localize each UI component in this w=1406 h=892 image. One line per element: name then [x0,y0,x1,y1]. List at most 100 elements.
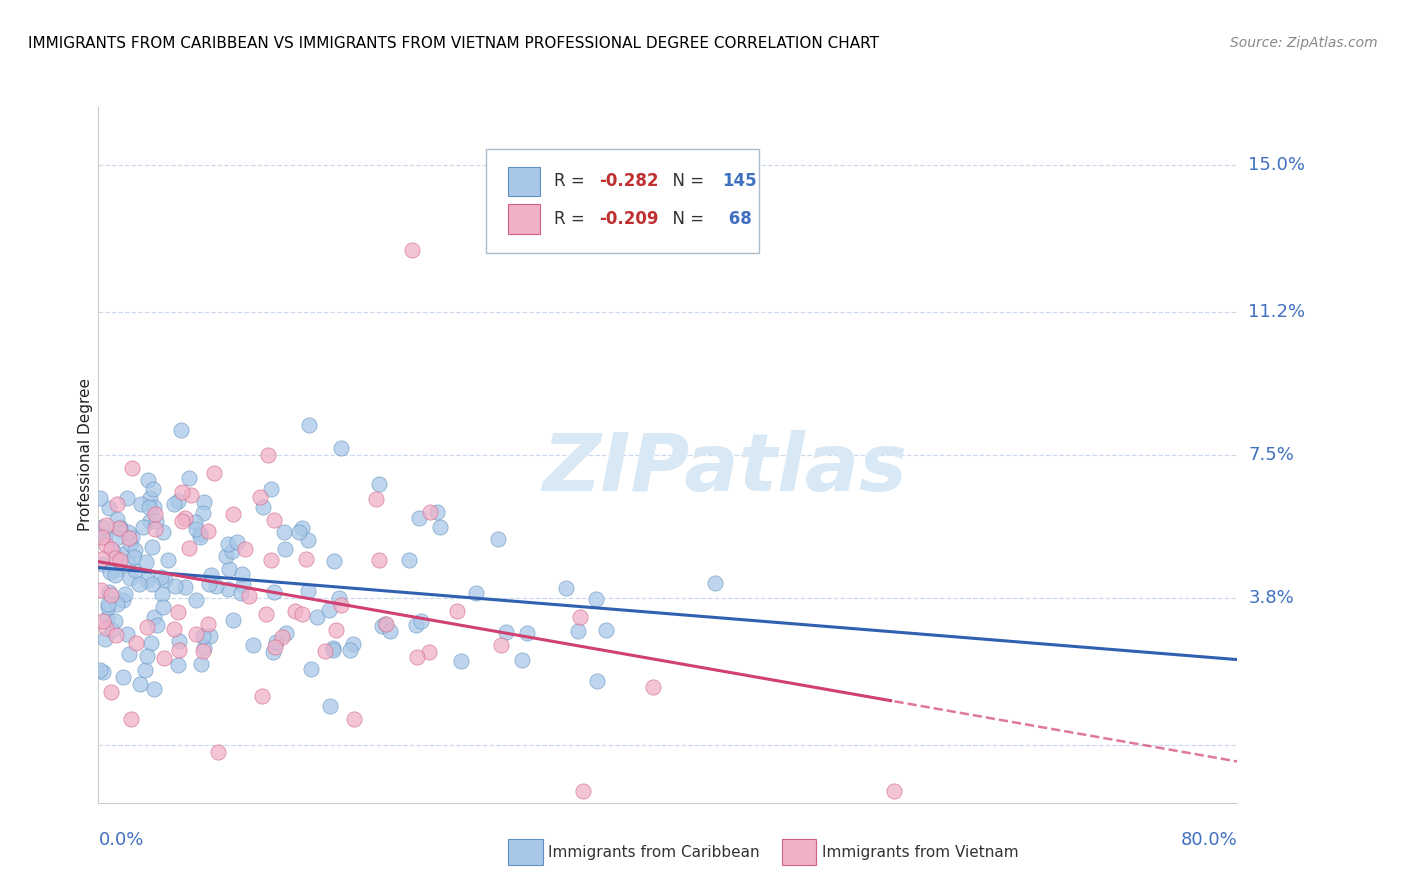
Point [157,553,180,567]
Point [218,561,240,575]
Point [339,642,361,657]
Point [319,698,342,713]
Point [318,603,340,617]
Point [328,591,350,605]
Point [252,500,274,514]
Text: 11.2%: 11.2% [1249,303,1306,321]
Point [138,500,160,514]
Point [91,519,114,533]
Point [643,680,665,694]
Point [150,586,173,600]
Point [380,624,402,639]
Point [295,552,318,566]
FancyBboxPatch shape [509,839,543,865]
Point [112,670,135,684]
Point [162,497,184,511]
Point [231,567,253,582]
Point [191,629,214,643]
Point [141,540,163,554]
Text: R =: R = [554,172,591,191]
Point [141,635,163,649]
Point [883,784,905,798]
Point [94,528,117,542]
Point [105,597,128,611]
Point [91,557,114,571]
Point [111,547,134,561]
Point [90,530,112,544]
Point [274,626,297,640]
Point [108,521,131,535]
Point [150,570,173,584]
Point [554,581,576,595]
Point [166,658,188,673]
Point [114,587,136,601]
Point [193,495,215,509]
Point [202,466,225,480]
Point [155,573,177,587]
Point [143,610,166,624]
Point [314,644,336,658]
Point [174,511,197,525]
Point [207,745,229,759]
Point [242,638,264,652]
Point [249,490,271,504]
Point [198,629,221,643]
Point [273,525,295,540]
Point [450,654,472,668]
Point [408,511,430,525]
Text: Immigrants from Vietnam: Immigrants from Vietnam [821,845,1018,860]
Point [118,571,141,585]
Point [250,689,273,703]
Point [401,243,423,257]
FancyBboxPatch shape [509,204,540,234]
FancyBboxPatch shape [485,149,759,253]
Point [262,644,284,658]
Point [595,623,617,637]
Point [398,553,420,567]
Point [322,643,344,657]
FancyBboxPatch shape [509,167,540,196]
Point [165,579,187,593]
Point [193,640,215,655]
Point [330,441,353,455]
Point [567,624,589,638]
Point [98,565,121,579]
Point [100,685,122,699]
Point [105,511,128,525]
Point [121,461,143,475]
Point [374,617,396,632]
Point [93,665,115,679]
Point [486,533,509,547]
Point [143,523,166,537]
Point [426,505,449,519]
Point [162,622,184,636]
Point [135,555,157,569]
Point [291,521,314,535]
Point [226,535,249,549]
Point [134,663,156,677]
Point [197,576,219,591]
Point [368,553,391,567]
Text: 68: 68 [723,210,751,228]
Point [188,527,211,541]
Point [322,554,344,568]
Point [191,643,214,657]
Point [215,549,238,564]
Text: N =: N = [662,172,710,191]
Point [307,610,329,624]
Text: -0.209: -0.209 [599,210,659,228]
Point [263,640,285,655]
Point [329,598,352,612]
Point [264,635,287,649]
Point [370,619,392,633]
Point [96,621,118,635]
Point [217,582,239,597]
Point [90,528,112,542]
Point [170,423,193,437]
Point [233,542,256,557]
Point [96,538,118,552]
Point [128,677,150,691]
Point [143,681,166,696]
Point [297,533,319,547]
Point [152,599,174,614]
